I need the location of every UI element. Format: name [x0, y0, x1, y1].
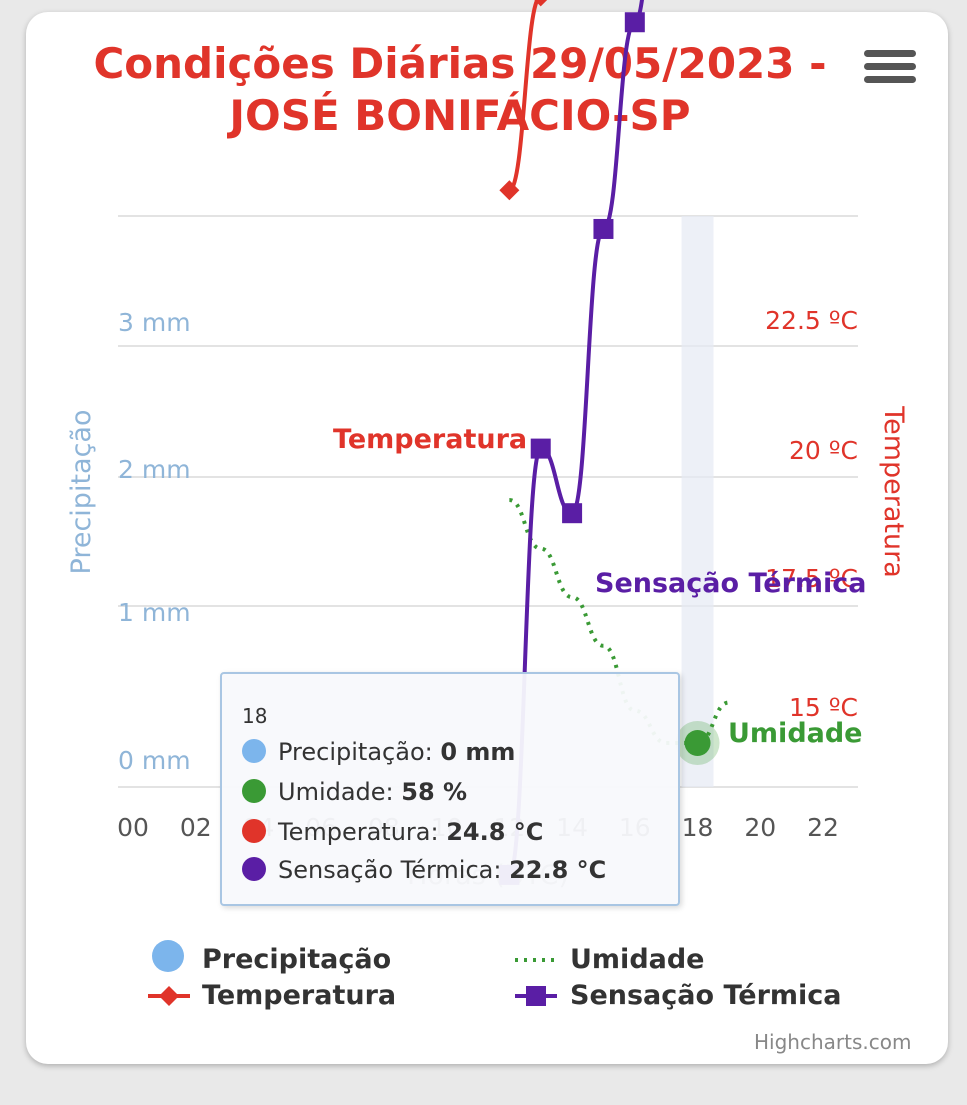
legend-item-precipitacao[interactable]: Precipitação: [202, 944, 392, 975]
x-tick-label: 18: [682, 813, 714, 842]
series: [499, 0, 730, 885]
tooltip-value: 22.8 °C: [509, 856, 607, 884]
legend-item-temperatura[interactable]: Temperatura: [202, 980, 397, 1011]
x-tick-label: 00: [117, 813, 149, 842]
series-line-temperatura: [507, 0, 540, 193]
tooltip-label: Sensação Térmica:: [278, 856, 510, 884]
y-left-axis-title: Precipitação: [66, 410, 97, 575]
credits-link[interactable]: Highcharts.com: [754, 1030, 912, 1054]
tooltip-label: Temperatura:: [278, 818, 447, 846]
tooltip-label: Precipitação:: [278, 738, 441, 766]
legend-symbol-sensacao-marker: [526, 986, 546, 1006]
legend-symbols: [148, 940, 557, 1006]
y-right-tick-label: 22.5 ºC: [765, 306, 858, 335]
series-label-umidade: Umidade: [728, 718, 863, 749]
y-left-tick-label: 1 mm: [118, 598, 191, 627]
humidity-dot-icon: [242, 779, 266, 803]
series-line-sensacao: [507, 0, 644, 877]
y-right-tick-label: 17.5 ºC: [765, 564, 858, 593]
y-right-axis-title: Temperatura: [878, 405, 909, 578]
point-temperatura: [499, 180, 520, 201]
tooltip: 18 Precipitação: 0 mm Umidade: 58 % Temp…: [220, 672, 680, 906]
grid-lines: [118, 215, 858, 788]
tooltip-header: 18: [242, 704, 268, 728]
legend-item-sensacao[interactable]: Sensação Térmica: [570, 980, 842, 1011]
series-label-temperatura: Temperatura: [333, 424, 527, 455]
legend-symbol-precipitacao: [152, 940, 184, 972]
tooltip-row-umidade: Umidade: 58 %: [242, 778, 467, 806]
point-sensacao: [593, 218, 614, 239]
y-right-tick-label: 20 ºC: [789, 436, 858, 465]
x-tick-label: 20: [744, 813, 776, 842]
temperature-dot-icon: [242, 819, 266, 843]
y-left-tick-label: 0 mm: [118, 746, 191, 775]
hamburger-menu-icon[interactable]: [864, 50, 916, 90]
y-left-tick-label: 3 mm: [118, 308, 191, 337]
chart-title-line-1: Condições Diárias 29/05/2023 -: [93, 39, 827, 88]
x-tick-label: 22: [807, 813, 839, 842]
tooltip-value: 24.8 °C: [446, 818, 544, 846]
y-left-tick-label: 2 mm: [118, 455, 191, 484]
crosshair-band: [681, 216, 714, 787]
point-sensacao: [624, 12, 645, 33]
precipitation-dot-icon: [242, 739, 266, 763]
feels-like-dot-icon: [242, 857, 266, 881]
tooltip-value: 0 mm: [440, 738, 516, 766]
chart-title: Condições Diárias 29/05/2023 - JOSÉ BONI…: [40, 38, 880, 142]
point-sensacao: [562, 503, 583, 524]
tooltip-row-temperatura: Temperatura: 24.8 °C: [242, 818, 543, 846]
legend-symbol-temperatura-marker: [159, 986, 179, 1006]
point-temperatura: [534, 0, 548, 7]
x-tick-label: 02: [180, 813, 212, 842]
point-sensacao: [530, 438, 551, 459]
series-labels: Temperatura Sensação Térmica Umidade: [333, 424, 867, 749]
chart-title-line-2: JOSÉ BONIFÁCIO-SP: [229, 91, 691, 140]
y-right-tick-label: 15 ºC: [789, 693, 858, 722]
tooltip-value: 58 %: [401, 778, 468, 806]
tooltip-row-precipitacao: Precipitação: 0 mm: [242, 738, 515, 766]
tooltip-label: Umidade:: [278, 778, 402, 806]
series-label-sensacao: Sensação Térmica: [595, 568, 867, 599]
point-umidade: [684, 730, 711, 756]
legend-item-umidade[interactable]: Umidade: [570, 944, 705, 975]
tooltip-row-sensacao: Sensação Térmica: 22.8 °C: [242, 856, 606, 884]
